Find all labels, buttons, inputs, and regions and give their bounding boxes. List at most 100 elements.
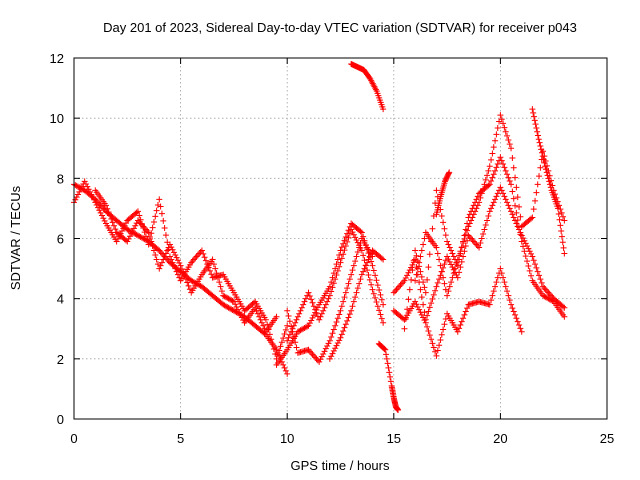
data-point — [424, 312, 431, 319]
data-point — [456, 325, 463, 332]
data-point — [485, 167, 492, 174]
data-point — [473, 241, 480, 248]
data-point — [302, 295, 309, 302]
data-point — [444, 253, 451, 260]
data-point — [304, 323, 311, 330]
grid-lines — [74, 58, 607, 419]
data-point — [94, 204, 101, 211]
data-point — [362, 262, 369, 269]
data-point — [125, 235, 132, 242]
data-point — [405, 296, 412, 303]
data-point — [506, 297, 513, 304]
data-point — [341, 247, 348, 254]
data-point — [329, 274, 336, 281]
data-point — [516, 203, 523, 210]
data-point — [332, 276, 339, 283]
data-point — [464, 305, 471, 312]
data-point — [348, 226, 355, 233]
data-point — [301, 298, 308, 305]
data-point — [276, 347, 283, 354]
data-point — [409, 267, 416, 274]
data-point — [490, 288, 497, 295]
data-point — [528, 250, 535, 257]
data-point — [92, 199, 99, 206]
data-point — [250, 299, 257, 306]
data-point — [514, 194, 521, 201]
data-point — [512, 311, 519, 318]
data-point — [512, 174, 519, 181]
series-trace-o — [529, 106, 568, 257]
data-point — [558, 233, 565, 240]
data-point — [382, 346, 389, 353]
data-point — [429, 340, 436, 347]
data-point — [337, 307, 344, 314]
data-point — [341, 324, 348, 331]
data-point — [473, 205, 480, 212]
data-point — [81, 178, 88, 185]
data-point — [334, 340, 341, 347]
data-point — [462, 226, 469, 233]
data-point — [430, 212, 437, 219]
data-point — [485, 212, 492, 219]
data-point — [412, 298, 419, 305]
data-point — [493, 164, 500, 171]
data-point — [508, 181, 515, 188]
data-point — [485, 182, 492, 189]
data-point — [293, 316, 300, 323]
data-point — [202, 257, 209, 264]
data-point — [161, 224, 168, 231]
data-point — [541, 159, 548, 166]
data-point — [182, 276, 189, 283]
data-point — [93, 202, 100, 209]
data-point — [421, 235, 428, 242]
data-point — [216, 279, 223, 286]
data-point — [537, 142, 544, 149]
data-point — [490, 199, 497, 206]
data-point — [210, 261, 217, 268]
data-point — [376, 287, 383, 294]
data-point — [113, 238, 120, 245]
data-point — [258, 319, 265, 326]
data-point — [318, 310, 325, 317]
data-point — [434, 347, 441, 354]
data-point — [545, 175, 552, 182]
data-point — [317, 313, 324, 320]
data-point — [508, 145, 515, 152]
data-point — [309, 351, 316, 358]
data-point — [472, 240, 479, 247]
x-tick-label: 20 — [493, 431, 507, 446]
data-point — [137, 220, 144, 227]
data-point — [486, 208, 493, 215]
data-point — [392, 288, 399, 295]
data-point — [149, 243, 156, 250]
data-point — [329, 284, 336, 291]
data-point — [129, 227, 136, 234]
data-point — [534, 268, 541, 275]
data-point — [229, 297, 236, 304]
data-point — [377, 291, 384, 298]
data-point — [486, 181, 493, 188]
data-point — [408, 276, 415, 283]
data-point — [489, 174, 496, 181]
data-point — [334, 256, 341, 263]
data-point — [444, 238, 451, 245]
data-point — [256, 313, 263, 320]
data-point — [510, 214, 517, 221]
data-point — [486, 163, 493, 170]
data-point — [433, 283, 440, 290]
data-point — [282, 367, 289, 374]
series-trace-i — [375, 340, 402, 413]
data-point — [170, 249, 177, 256]
data-point — [334, 267, 341, 274]
data-point — [490, 171, 497, 178]
plot-frame — [73, 57, 608, 420]
data-point — [325, 340, 332, 347]
data-point — [180, 269, 187, 276]
data-point — [445, 288, 452, 295]
data-point — [308, 349, 315, 356]
data-point — [488, 156, 495, 163]
data-point — [73, 194, 80, 201]
data-point — [533, 264, 540, 271]
data-point — [109, 219, 116, 226]
data-point — [272, 350, 279, 357]
